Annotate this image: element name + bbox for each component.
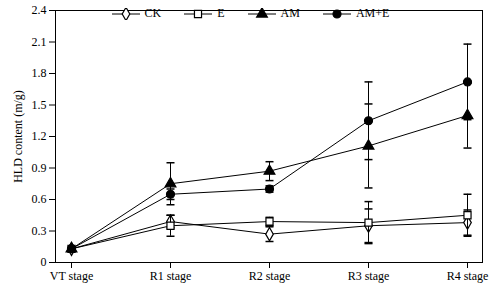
svg-text:R2 stage: R2 stage [249,269,291,283]
html-text:CK: CK [144,6,162,20]
svg-text:VT stage: VT stage [50,269,93,283]
html-text:AM+E: AM+E [356,6,390,20]
svg-text:1.5: 1.5 [32,98,47,112]
svg-text:R1 stage: R1 stage [150,269,192,283]
svg-text:R4 stage: R4 stage [447,269,489,283]
svg-text:0.6: 0.6 [32,192,47,206]
svg-text:0.9: 0.9 [32,161,47,175]
html-text:E: E [217,6,225,20]
svg-text:0.3: 0.3 [32,224,47,238]
svg-text:0: 0 [41,255,47,269]
svg-text:1.2: 1.2 [32,129,47,143]
svg-text:1.8: 1.8 [32,66,47,80]
html-text:AM: AM [280,6,300,20]
svg-text:2.1: 2.1 [32,35,47,49]
svg-text:2.4: 2.4 [32,3,47,17]
svg-text:HLD content (m/g): HLD content (m/g) [11,90,25,183]
svg-text:R3 stage: R3 stage [348,269,390,283]
